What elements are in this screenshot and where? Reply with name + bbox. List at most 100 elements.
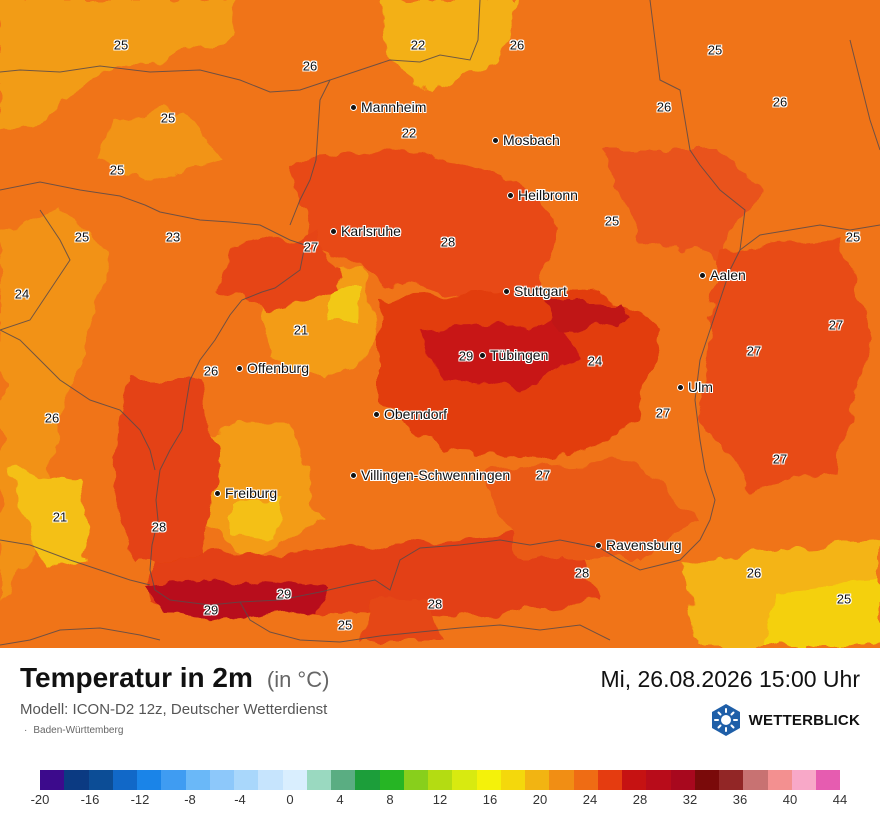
temperature-label: 26	[746, 565, 762, 581]
city-tuebingen[interactable]: Tübingen	[479, 347, 548, 363]
city-villingen-schwenningen[interactable]: Villingen-Schwenningen	[350, 467, 510, 483]
temperature-label: 25	[604, 213, 620, 229]
temperature-label: 29	[203, 602, 219, 618]
wetterblick-logo-icon	[711, 704, 740, 736]
city-stuttgart[interactable]: Stuttgart	[503, 283, 567, 299]
legend-swatch	[452, 770, 477, 790]
city-name: Ravensburg	[606, 537, 682, 553]
city-marker-icon	[479, 351, 486, 359]
city-name: Oberndorf	[384, 406, 448, 422]
temperature-label: 28	[574, 565, 590, 581]
legend-swatch	[622, 770, 647, 790]
legend-swatch	[234, 770, 259, 790]
legend-tick-label: -8	[184, 792, 196, 807]
legend-swatch	[112, 770, 137, 790]
temperature-label: 24	[14, 286, 30, 302]
temperature-label: 25	[160, 110, 176, 126]
city-oberndorf[interactable]: Oberndorf	[373, 406, 447, 422]
temperature-label: 21	[52, 509, 68, 525]
city-name: Villingen-Schwenningen	[361, 467, 511, 483]
legend-tick-label: 32	[682, 792, 698, 807]
legend-tick-label: -20	[30, 792, 50, 807]
legend-swatch	[573, 770, 598, 790]
model-info: Modell: ICON-D2 12z, Deutscher Wetterdie…	[20, 701, 328, 718]
temperature-label: 27	[655, 405, 671, 421]
temperature-label: 22	[410, 37, 426, 53]
legend-swatch	[282, 770, 307, 790]
legend-swatch	[791, 770, 816, 790]
temperature-field	[0, 0, 880, 648]
temperature-label: 27	[303, 239, 319, 255]
temperature-label: 25	[109, 162, 125, 178]
city-name: Ulm	[688, 379, 713, 395]
legend-tick-label: 8	[386, 792, 394, 807]
city-marker-icon	[492, 136, 499, 144]
temperature-label: 29	[458, 348, 474, 364]
legend-tick-label: 28	[632, 792, 648, 807]
forecast-datetime: Mi, 26.08.2026 15:00 Uhr	[600, 666, 860, 692]
city-marker-icon	[236, 364, 243, 372]
legend-swatch	[137, 770, 162, 790]
legend-swatch	[525, 770, 550, 790]
city-ravensburg[interactable]: Ravensburg	[595, 537, 682, 553]
legend-swatch	[719, 770, 744, 790]
legend-labels: -20 -16 -12 -8 -4 0 4 8 12 16 20 24 28 32 36 40 44	[31, 792, 848, 810]
legend-swatch	[161, 770, 186, 790]
legend-swatch	[476, 770, 501, 790]
legend-tick-label: 0	[286, 792, 294, 807]
temperature-label: 25	[74, 229, 90, 245]
legend-swatch	[816, 770, 841, 790]
city-marker-icon	[330, 227, 337, 235]
legend-swatch	[428, 770, 453, 790]
legend-tick-label: 16	[482, 792, 498, 807]
legend-swatch	[694, 770, 719, 790]
region-label: · Baden-Württemberg	[24, 725, 123, 736]
temperature-label: 27	[828, 317, 844, 333]
legend-tick-label: -16	[80, 792, 100, 807]
region-name: Baden-Württemberg	[33, 725, 124, 736]
temperature-label: 25	[707, 42, 723, 58]
city-marker-icon	[373, 410, 380, 418]
city-freiburg[interactable]: Freiburg	[214, 485, 277, 501]
temperature-label: 26	[772, 94, 788, 110]
city-aalen[interactable]: Aalen	[699, 267, 746, 283]
city-mosbach[interactable]: Mosbach	[492, 132, 560, 148]
map-unit: (in °C)	[266, 667, 330, 692]
city-name: Karlsruhe	[341, 223, 401, 239]
temperature-label: 28	[151, 519, 167, 535]
temperature-label: 25	[337, 617, 353, 633]
city-heilbronn[interactable]: Heilbronn	[507, 187, 578, 203]
legend-tick-label: 12	[432, 792, 448, 807]
legend-swatch	[743, 770, 768, 790]
legend-swatch	[209, 770, 234, 790]
temperature-label: 25	[113, 37, 129, 53]
city-mannheim[interactable]: Mannheim	[350, 99, 426, 115]
brand-logo[interactable]: WETTERBLICK	[709, 703, 860, 737]
temperature-label: 23	[165, 229, 181, 245]
temperature-label: 21	[293, 322, 309, 338]
legend-tick-label: 44	[832, 792, 848, 807]
city-karlsruhe[interactable]: Karlsruhe	[330, 223, 401, 239]
legend-tick-label: -4	[234, 792, 246, 807]
legend-swatch	[40, 770, 65, 790]
temperature-label: 27	[535, 467, 551, 483]
city-name: Freiburg	[225, 485, 278, 501]
brand-name: WETTERBLICK	[748, 711, 860, 729]
bullet-icon: ·	[24, 725, 28, 736]
city-ulm[interactable]: Ulm	[677, 379, 713, 395]
legend-swatch	[403, 770, 428, 790]
legend-swatch	[258, 770, 283, 790]
temperature-label: 26	[203, 363, 219, 379]
city-marker-icon	[214, 489, 221, 497]
temperature-label: 26	[509, 37, 525, 53]
color-legend	[40, 770, 841, 792]
city-marker-icon	[699, 271, 706, 279]
temperature-label: 29	[276, 586, 292, 602]
temperature-label: 24	[587, 353, 603, 369]
temperature-map[interactable]: Mannheim Mosbach Heilbronn Karlsruhe Stu…	[0, 0, 880, 648]
title-row: Temperatur in 2m (in °C)	[20, 662, 329, 694]
legend-swatch	[646, 770, 671, 790]
legend-tick-label: -12	[130, 792, 150, 807]
city-name: Offenburg	[247, 360, 310, 376]
city-offenburg[interactable]: Offenburg	[236, 360, 309, 376]
